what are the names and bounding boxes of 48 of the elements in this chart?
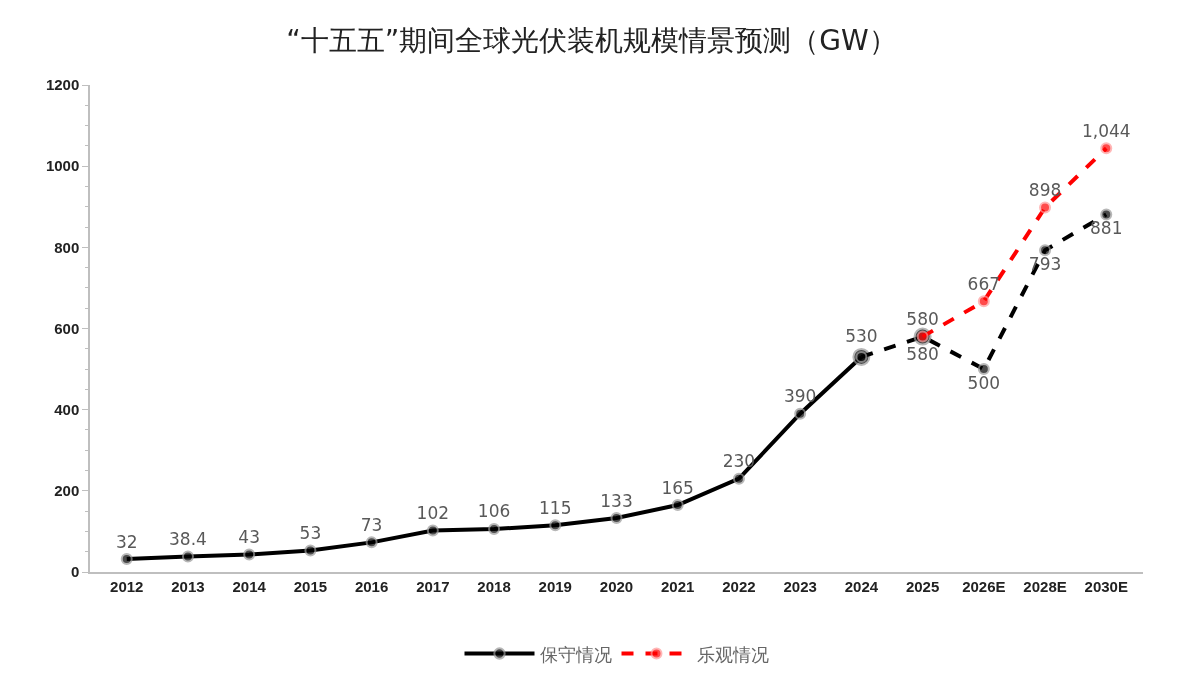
x-tick-label: 2024 bbox=[844, 577, 879, 595]
data-label: 580 bbox=[906, 309, 939, 330]
data-label: 38.4 bbox=[169, 528, 207, 549]
x-tick-label: 2019 bbox=[538, 577, 572, 595]
y-tick-label: 0 bbox=[70, 563, 80, 581]
y-tick-label: 800 bbox=[54, 238, 80, 256]
data-label: 390 bbox=[783, 386, 817, 407]
x-tick-label: 2021 bbox=[661, 577, 695, 595]
data-label: 1,044 bbox=[1081, 120, 1131, 141]
x-tick-label: 2025 bbox=[905, 577, 940, 595]
x-tick-label: 2015 bbox=[293, 577, 328, 595]
data-label: 580 bbox=[906, 344, 939, 365]
x-tick-label: 2014 bbox=[232, 577, 267, 595]
x-tick-label: 2012 bbox=[110, 577, 144, 595]
legend-label: 乐观情况 bbox=[696, 643, 769, 665]
data-label: 881 bbox=[1090, 218, 1123, 239]
data-label: 793 bbox=[1028, 254, 1062, 275]
x-tick-label: 2020 bbox=[599, 577, 634, 595]
data-label: 32 bbox=[115, 531, 138, 552]
y-tick-label: 200 bbox=[54, 482, 80, 500]
x-tick-label: 2016 bbox=[354, 577, 389, 595]
chart-title: “十五五”期间全球光伏装机规模情景预测（GW） bbox=[286, 24, 897, 58]
data-label: 530 bbox=[845, 325, 878, 346]
data-label: 500 bbox=[967, 373, 1001, 394]
data-label: 102 bbox=[416, 503, 450, 524]
y-tick-label: 400 bbox=[54, 400, 80, 418]
x-tick-label: 2023 bbox=[783, 577, 817, 595]
data-label: 165 bbox=[661, 477, 694, 498]
data-label: 43 bbox=[238, 527, 260, 548]
x-tick-label: 2017 bbox=[416, 577, 450, 595]
legend-label: 保守情况 bbox=[539, 643, 612, 665]
y-tick-label: 1000 bbox=[45, 157, 80, 175]
data-label: 115 bbox=[539, 497, 572, 518]
data-label: 230 bbox=[722, 451, 756, 472]
data-label: 898 bbox=[1028, 180, 1062, 201]
data-label: 667 bbox=[967, 273, 1001, 294]
x-tick-label: 2022 bbox=[722, 577, 756, 595]
y-tick-label: 600 bbox=[54, 319, 80, 337]
data-label: 73 bbox=[360, 514, 383, 535]
x-tick-label: 2013 bbox=[171, 577, 205, 595]
x-tick-label: 2030E bbox=[1084, 577, 1128, 595]
x-tick-label: 2028E bbox=[1023, 577, 1067, 595]
y-tick-label: 1200 bbox=[45, 76, 80, 94]
data-label: 53 bbox=[299, 522, 322, 543]
data-label: 133 bbox=[600, 490, 633, 511]
x-tick-label: 2026E bbox=[962, 577, 1006, 595]
x-tick-label: 2018 bbox=[477, 577, 511, 595]
data-label: 106 bbox=[477, 501, 511, 522]
